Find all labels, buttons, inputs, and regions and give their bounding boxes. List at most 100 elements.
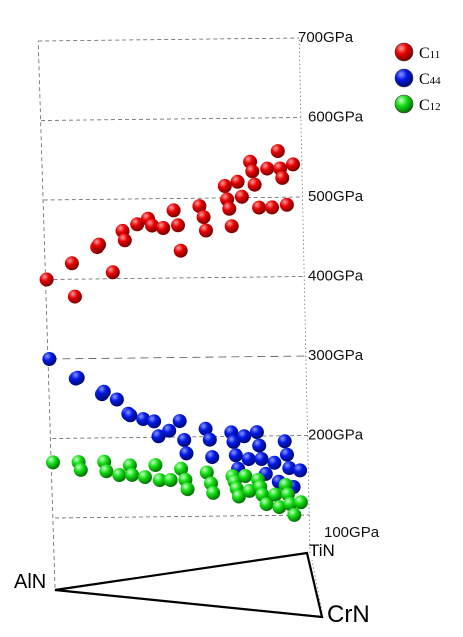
data-point-c11: [166, 203, 181, 218]
legend-label-c12: C12: [419, 97, 441, 114]
frame-left-edge: [37, 40, 56, 589]
data-point-c44: [241, 452, 256, 467]
legend-marker-c12: [394, 94, 414, 114]
legend-marker-c11: [394, 42, 414, 62]
grid-line: [54, 514, 311, 519]
data-point-c44: [228, 448, 243, 463]
z-tick-label: 300GPa: [308, 347, 364, 364]
data-point-c11: [234, 189, 249, 204]
vertex-label-aln: AlN: [14, 571, 46, 593]
data-point-c11: [196, 210, 211, 225]
legend-marker-c44: [394, 68, 414, 88]
data-point-c12: [138, 470, 152, 485]
grid-line: [40, 117, 302, 121]
series-c11: [39, 144, 300, 304]
ternary-base-triangle: [54, 551, 324, 619]
data-point-c44: [136, 412, 151, 427]
data-point-c12: [238, 469, 253, 483]
data-point-c12: [272, 500, 287, 515]
data-point-c12: [163, 473, 178, 487]
data-point-c44: [237, 429, 252, 444]
data-point-c44: [277, 434, 292, 449]
data-point-c12: [180, 482, 195, 497]
data-point-c44: [70, 370, 85, 385]
data-point-c44: [42, 352, 57, 366]
data-point-c12: [199, 465, 214, 480]
data-point-c44: [177, 433, 192, 447]
data-point-c11: [245, 164, 260, 179]
data-point-c44: [151, 429, 166, 444]
frame-right-edge: [298, 37, 311, 554]
data-point-c44: [226, 434, 241, 449]
base-triangle: [54, 551, 324, 619]
data-point-c11: [105, 265, 120, 280]
z-tick-label: 500GPa: [308, 188, 364, 205]
data-point-c44: [282, 461, 297, 476]
data-point-c11: [275, 170, 290, 185]
data-point-c12: [293, 495, 308, 510]
data-point-c44: [147, 414, 162, 429]
z-tick-label: 400GPa: [308, 268, 364, 285]
data-point-c44: [109, 392, 124, 407]
data-point-c12: [174, 461, 189, 476]
data-point-c44: [254, 452, 269, 466]
data-point-c44: [162, 423, 177, 438]
data-point-c12: [287, 507, 302, 522]
data-point-c11: [192, 199, 207, 214]
data-point-c12: [148, 458, 163, 473]
data-point-c12: [125, 467, 140, 482]
vertex-labels: AlN TiN CrN: [14, 541, 370, 628]
data-point-c11: [39, 272, 54, 287]
data-point-c11: [224, 219, 239, 234]
data-point-c12: [112, 468, 127, 482]
data-point-c44: [205, 450, 220, 465]
data-point-c11: [130, 217, 145, 232]
data-point-c12: [73, 462, 88, 477]
z-tick-label: 700GPa: [298, 29, 354, 46]
data-point-c44: [202, 432, 217, 447]
data-point-c12: [231, 489, 246, 504]
grid-line: [38, 37, 300, 42]
data-point-c44: [198, 421, 213, 436]
data-point-c11: [260, 161, 275, 176]
legend-label-c44: C44: [419, 71, 441, 88]
data-point-c11: [145, 218, 160, 233]
series-c12: [46, 454, 308, 522]
vertex-label-tin: TiN: [309, 541, 335, 560]
data-point-c44: [249, 425, 264, 440]
data-point-c11: [173, 243, 188, 258]
data-point-c11: [117, 233, 132, 248]
grid-line: [43, 196, 303, 201]
data-point-c12: [46, 455, 60, 470]
data-point-c11: [64, 256, 79, 271]
data-point-c44: [123, 408, 138, 423]
data-point-c11: [156, 221, 171, 235]
grid-line: [49, 355, 307, 360]
data-point-c12: [152, 473, 167, 488]
z-tick-label: 600GPa: [308, 109, 364, 126]
data-point-c11: [252, 200, 267, 215]
data-point-c44: [96, 384, 111, 399]
data-point-c11: [247, 177, 262, 192]
data-point-c11: [92, 237, 106, 252]
box-frame: [37, 37, 323, 613]
data-point-c11: [199, 223, 213, 238]
data-point-c11: [279, 197, 294, 212]
data-point-c12: [283, 496, 298, 511]
data-point-c11: [217, 179, 232, 193]
data-point-c44: [179, 446, 194, 461]
vertex-label-crn: CrN: [327, 601, 370, 628]
data-point-c11: [171, 218, 185, 233]
data-point-c11: [265, 200, 279, 215]
data-point-c11: [270, 144, 285, 159]
data-point-c11: [222, 201, 237, 216]
frame-front-edge: [311, 559, 323, 613]
data-point-c44: [280, 447, 294, 462]
data-point-c12: [268, 487, 283, 502]
data-point-c44: [293, 463, 308, 478]
data-point-c12: [242, 483, 257, 498]
data-point-c44: [252, 438, 267, 453]
data-point-c12: [99, 464, 114, 479]
data-point-c12: [259, 497, 274, 512]
